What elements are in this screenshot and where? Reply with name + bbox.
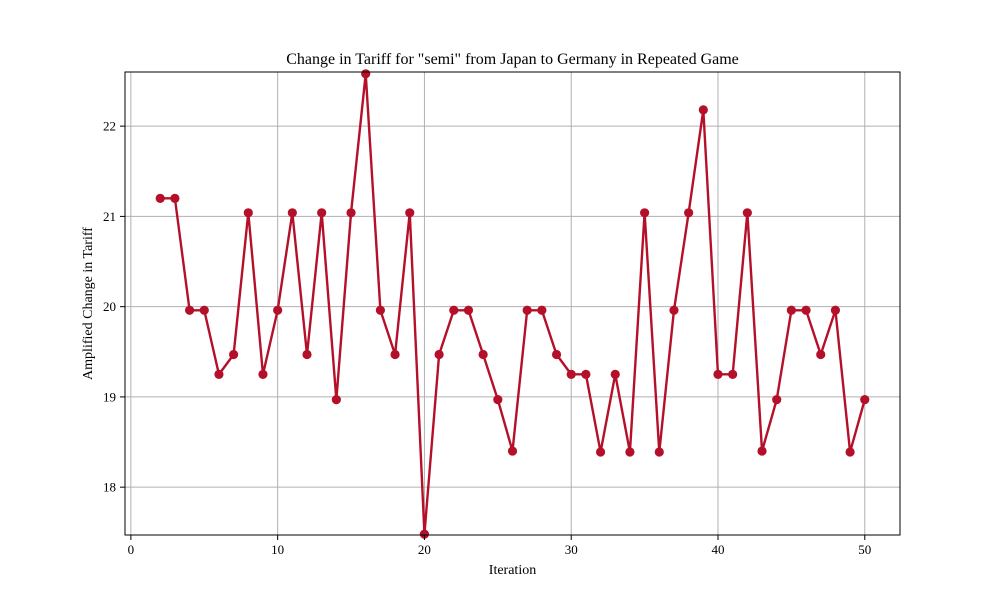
y-tick-label: 21 (103, 209, 116, 224)
y-axis-label: Amplified Change in Tariff (81, 227, 96, 380)
data-point (684, 208, 694, 218)
data-point (698, 105, 708, 115)
data-point (346, 208, 356, 218)
data-point (449, 305, 459, 315)
data-point (331, 395, 341, 405)
plot-frame (124, 71, 901, 536)
data-point (390, 349, 400, 360)
y-tick-label: 19 (103, 389, 116, 404)
data-point (640, 208, 650, 218)
data-point (361, 69, 371, 79)
data-point (493, 395, 503, 405)
x-tick-label: 20 (418, 542, 431, 557)
y-tick-label: 18 (103, 480, 116, 495)
data-point (522, 305, 532, 315)
data-point (434, 349, 444, 360)
data-point (463, 305, 474, 315)
data-point (595, 447, 606, 457)
data-point (625, 447, 635, 457)
series-layer (155, 69, 870, 539)
data-point (786, 305, 796, 315)
data-point (375, 305, 385, 315)
data-point (243, 208, 253, 218)
data-point (170, 193, 180, 203)
data-point (229, 349, 239, 360)
data-point (537, 305, 547, 315)
data-point (581, 369, 591, 379)
data-point (302, 349, 312, 360)
grid (125, 72, 900, 535)
data-point (728, 369, 738, 379)
data-point (273, 305, 283, 315)
tick-layer: 0 10 20 30 40 50 18 19 20 21 22 (103, 119, 871, 557)
data-point (184, 305, 195, 315)
data-point (830, 305, 841, 315)
y-tick-label: 20 (103, 299, 116, 314)
x-tick-label: 40 (711, 542, 724, 557)
data-point (654, 447, 664, 457)
data-point (845, 447, 855, 457)
chart-title: Change in Tariff for "semi" from Japan t… (286, 51, 739, 68)
data-point (258, 369, 268, 379)
x-tick-label: 0 (128, 542, 135, 557)
series-line (160, 72, 866, 536)
data-point (287, 208, 297, 218)
data-point (772, 395, 782, 405)
data-point (478, 349, 488, 360)
data-point (551, 349, 562, 360)
data-point (214, 369, 224, 379)
data-point (566, 369, 576, 379)
data-point (419, 529, 430, 539)
x-tick-label: 10 (271, 542, 284, 557)
data-point (155, 193, 165, 203)
data-point (610, 369, 620, 379)
data-point (713, 369, 723, 379)
data-point (801, 305, 811, 315)
data-point (199, 305, 209, 315)
x-tick-label: 50 (858, 542, 871, 557)
data-point (816, 349, 826, 360)
data-point (507, 446, 518, 456)
x-tick-label: 30 (565, 542, 578, 557)
y-tick-label: 22 (103, 119, 116, 134)
x-axis-label: Iteration (489, 563, 536, 578)
data-point (669, 305, 679, 315)
data-point (860, 395, 870, 405)
data-point (757, 446, 767, 456)
data-point (742, 208, 752, 218)
data-point (405, 208, 415, 218)
data-point (317, 208, 327, 218)
